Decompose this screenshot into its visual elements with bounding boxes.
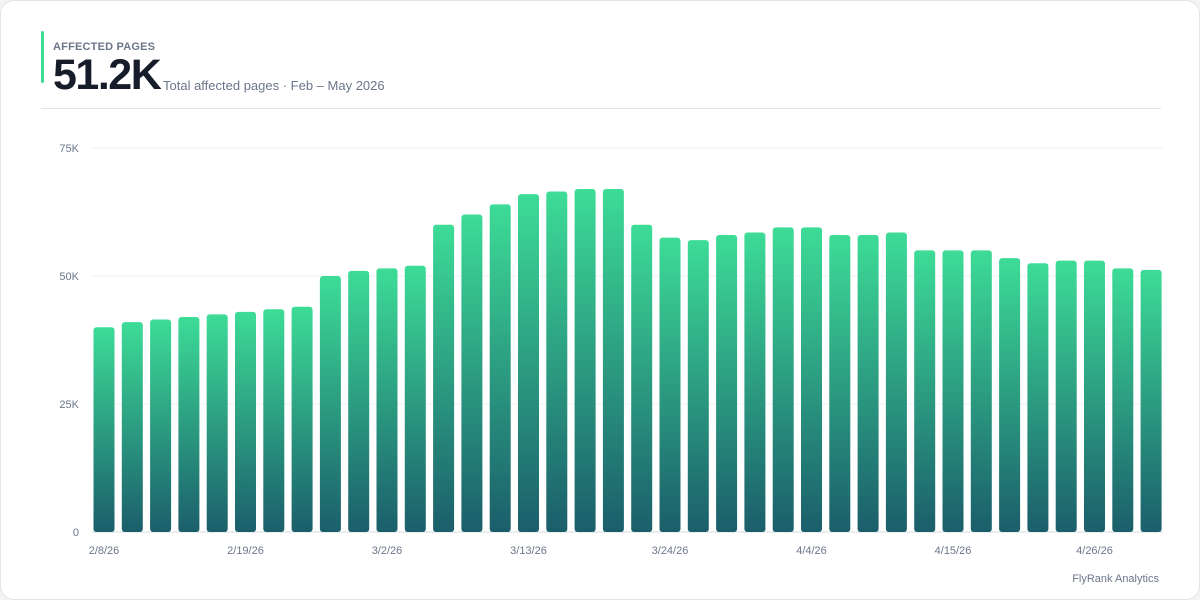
bar[interactable]: [942, 250, 964, 532]
bar[interactable]: [235, 311, 256, 532]
kpi-label: AFFECTED PAGES: [53, 41, 156, 53]
bar[interactable]: [659, 237, 681, 532]
accent-bar: [41, 31, 44, 83]
bars: [93, 188, 1162, 533]
bar[interactable]: [687, 240, 709, 532]
bar[interactable]: [829, 235, 851, 533]
bar[interactable]: [150, 319, 172, 532]
kpi-value: 51.2K: [53, 51, 162, 99]
bar[interactable]: [518, 194, 539, 532]
bar[interactable]: [376, 268, 398, 532]
bar[interactable]: [857, 235, 879, 533]
footer-brand: FlyRank Analytics: [1072, 573, 1159, 585]
x-tick-label: 3/2/26: [372, 545, 403, 557]
y-tick-label: 0: [73, 527, 79, 539]
bar[interactable]: [631, 224, 653, 533]
bar[interactable]: [178, 316, 200, 532]
bar[interactable]: [1027, 263, 1049, 532]
bar[interactable]: [999, 258, 1021, 532]
bar[interactable]: [574, 188, 596, 532]
bar[interactable]: [489, 204, 511, 532]
bar[interactable]: [93, 327, 115, 532]
bar[interactable]: [206, 314, 228, 532]
y-tick-label: 50K: [59, 271, 79, 283]
bar[interactable]: [744, 232, 766, 533]
bar[interactable]: [546, 191, 568, 532]
bar[interactable]: [970, 250, 992, 532]
bar[interactable]: [801, 227, 822, 533]
bar[interactable]: [433, 224, 455, 533]
bar[interactable]: [404, 265, 426, 532]
bar[interactable]: [461, 214, 483, 532]
bar[interactable]: [1055, 260, 1077, 532]
x-tick-label: 4/26/26: [1076, 545, 1113, 557]
y-tick-label: 25K: [59, 399, 79, 411]
bar[interactable]: [1112, 268, 1134, 532]
x-tick-label: 4/15/26: [935, 545, 972, 557]
bar[interactable]: [263, 309, 285, 532]
bar[interactable]: [348, 270, 370, 532]
bar[interactable]: [1084, 260, 1105, 532]
bar[interactable]: [121, 322, 143, 532]
kpi-subtitle: Total affected pages · Feb – May 2026: [163, 78, 385, 93]
x-tick-label: 3/13/26: [510, 545, 547, 557]
x-tick-label: 2/19/26: [227, 545, 264, 557]
bar[interactable]: [319, 276, 341, 532]
x-tick-label: 3/24/26: [652, 545, 689, 557]
y-axis-labels: 0 25K 50K 75K: [59, 143, 79, 539]
bar[interactable]: [1140, 269, 1162, 532]
y-tick-label: 75K: [59, 143, 79, 155]
bar[interactable]: [602, 188, 624, 532]
x-tick-label: 4/4/26: [796, 545, 827, 557]
bar[interactable]: [716, 235, 738, 533]
x-axis-labels: 2/8/26 2/19/26 3/2/26 3/13/26 3/24/26 4/4/26 4…: [89, 545, 1113, 557]
x-tick-label: 2/8/26: [89, 545, 120, 557]
header-divider: [41, 108, 1161, 109]
bar[interactable]: [291, 306, 313, 532]
bar[interactable]: [914, 250, 936, 532]
bar[interactable]: [885, 232, 907, 533]
bar[interactable]: [772, 227, 794, 533]
